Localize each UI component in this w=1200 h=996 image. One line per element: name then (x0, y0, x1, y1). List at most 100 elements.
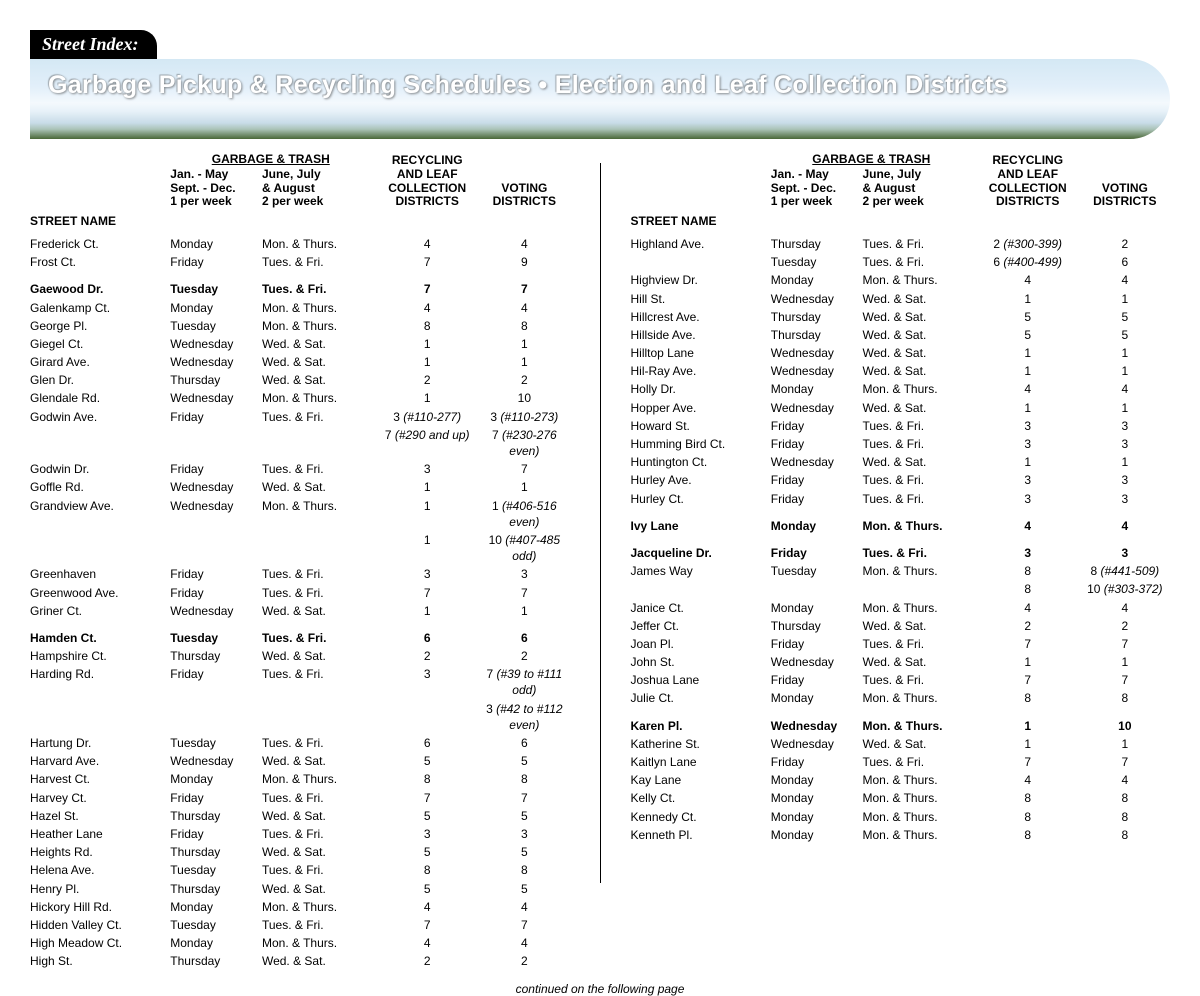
street-name-cell: James Way (631, 562, 771, 580)
table-row: Harvest Ct. Monday Mon. & Thurs. 8 8 (30, 770, 570, 788)
table-row: Hil-Ray Ave. Wednesday Wed. & Sat. 1 1 (631, 362, 1171, 380)
table-row: Kennedy Ct. Monday Mon. & Thurs. 8 8 (631, 808, 1171, 826)
garbage-2-cell: Wed. & Sat. (262, 478, 375, 496)
garbage-2-cell: Wed. & Sat. (262, 952, 375, 970)
garbage-2-cell: Mon. & Thurs. (262, 497, 375, 531)
garbage-2-cell: Mon. & Thurs. (262, 317, 375, 335)
garbage-2-cell: Tues. & Fri. (262, 584, 375, 602)
street-name-cell (30, 426, 170, 460)
table-row: Kelly Ct. Monday Mon. & Thurs. 8 8 (631, 789, 1171, 807)
table-row: Hazel St. Thursday Wed. & Sat. 5 5 (30, 807, 570, 825)
garbage-2-cell: Tues. & Fri. (262, 861, 375, 879)
table-row: Harvard Ave. Wednesday Wed. & Sat. 5 5 (30, 752, 570, 770)
recycling-district-cell: 1 (375, 602, 483, 620)
table-row: Highland Ave. Thursday Tues. & Fri. 2 (#… (631, 235, 1171, 253)
recycling-district-cell: 1 (375, 478, 483, 496)
table-row: Giegel Ct. Wednesday Wed. & Sat. 1 1 (30, 335, 570, 353)
street-name-cell: Kenneth Pl. (631, 826, 771, 844)
recycling-district-cell: 7 (375, 916, 483, 934)
recycling-district-cell: 4 (976, 271, 1084, 289)
garbage-1-cell: Monday (771, 789, 863, 807)
recycling-district-cell: 8 (976, 580, 1084, 598)
garbage-2-cell: Tues. & Fri. (862, 235, 975, 253)
voting-district-cell: 3 (#110-273) (483, 408, 569, 426)
garbage-1-cell: Friday (771, 635, 863, 653)
voting-district-cell: 7 (483, 271, 569, 298)
table-row: Huntington Ct. Wednesday Wed. & Sat. 1 1 (631, 453, 1171, 471)
voting-district-cell: 1 (#406-516 even) (483, 497, 569, 531)
garbage-1-cell: Friday (771, 417, 863, 435)
table-row: Greenwood Ave. Friday Tues. & Fri. 7 7 (30, 584, 570, 602)
garbage-2-cell: Mon. & Thurs. (862, 508, 975, 535)
street-name-cell: Hickory Hill Rd. (30, 898, 170, 916)
recycling-district-cell: 5 (976, 308, 1084, 326)
section-tab: Street Index: (30, 30, 157, 59)
schedule-table-left: GARBAGE & TRASH RECYCLINGAND LEAFCOLLECT… (30, 153, 570, 970)
voting-district-cell: 2 (483, 952, 569, 970)
garbage-1-cell: Wednesday (771, 362, 863, 380)
recycling-district-cell: 5 (375, 807, 483, 825)
garbage-2-cell: Mon. & Thurs. (262, 898, 375, 916)
street-name-cell: Karen Pl. (631, 708, 771, 735)
garbage-2-cell: Wed. & Sat. (862, 290, 975, 308)
recycling-district-cell: 6 (375, 620, 483, 647)
banner: Garbage Pickup & Recycling Schedules • E… (30, 59, 1170, 139)
voting-district-cell: 1 (1084, 653, 1170, 671)
street-name-cell: Heather Lane (30, 825, 170, 843)
voting-district-cell: 4 (483, 299, 569, 317)
table-row: Gaewood Dr. Tuesday Tues. & Fri. 7 7 (30, 271, 570, 298)
garbage-2-cell (262, 700, 375, 734)
voting-district-cell: 5 (483, 843, 569, 861)
street-name-cell: Girard Ave. (30, 353, 170, 371)
garbage-1-cell: Monday (771, 689, 863, 707)
column-divider (600, 163, 601, 883)
garbage-2-cell: Wed. & Sat. (862, 735, 975, 753)
voting-district-cell: 2 (1084, 617, 1170, 635)
voting-district-cell: 7 (1084, 753, 1170, 771)
street-name-cell: Greenwood Ave. (30, 584, 170, 602)
street-name-cell: Hilltop Lane (631, 344, 771, 362)
voting-district-cell: 5 (483, 880, 569, 898)
garbage-2-cell: Wed. & Sat. (862, 308, 975, 326)
garbage-2-cell: Mon. & Thurs. (262, 934, 375, 952)
street-name-cell: Hamden Ct. (30, 620, 170, 647)
table-row: Heights Rd. Thursday Wed. & Sat. 5 5 (30, 843, 570, 861)
table-row: High St. Thursday Wed. & Sat. 2 2 (30, 952, 570, 970)
table-body: Frederick Ct. Monday Mon. & Thurs. 4 4 F… (30, 235, 570, 971)
street-name-cell: Hillcrest Ave. (631, 308, 771, 326)
street-name-cell: Hurley Ave. (631, 471, 771, 489)
garbage-2-cell: Tues. & Fri. (862, 253, 975, 271)
recycling-district-cell: 4 (375, 299, 483, 317)
table-row: 7 (#290 and up) 7 (#230-276 even) (30, 426, 570, 460)
voting-district-cell: 1 (1084, 344, 1170, 362)
recycling-district-cell: 1 (976, 735, 1084, 753)
footer-continuation: continued on the following page (30, 982, 1170, 996)
street-name-cell: Glen Dr. (30, 371, 170, 389)
table-row: Howard St. Friday Tues. & Fri. 3 3 (631, 417, 1171, 435)
garbage-1-cell: Thursday (170, 371, 262, 389)
garbage-2-cell: Wed. & Sat. (862, 399, 975, 417)
voting-district-cell: 4 (1084, 380, 1170, 398)
garbage-2-cell: Tues. & Fri. (262, 734, 375, 752)
table-row: George Pl. Tuesday Mon. & Thurs. 8 8 (30, 317, 570, 335)
recycling-district-cell: 8 (375, 861, 483, 879)
garbage-1-cell: Friday (771, 490, 863, 508)
table-row: Girard Ave. Wednesday Wed. & Sat. 1 1 (30, 353, 570, 371)
voting-district-cell: 8 (1084, 808, 1170, 826)
recycling-district-cell: 1 (375, 335, 483, 353)
table-row: Glen Dr. Thursday Wed. & Sat. 2 2 (30, 371, 570, 389)
street-name-cell: Hillside Ave. (631, 326, 771, 344)
table-row: Kaitlyn Lane Friday Tues. & Fri. 7 7 (631, 753, 1171, 771)
recycling-district-cell: 1 (976, 344, 1084, 362)
voting-district-cell: 7 (483, 789, 569, 807)
garbage-2-cell: Mon. & Thurs. (862, 380, 975, 398)
street-name-cell: Hampshire Ct. (30, 647, 170, 665)
garbage-2-cell: Mon. & Thurs. (262, 770, 375, 788)
recycling-district-cell: 8 (375, 317, 483, 335)
table-row: Frost Ct. Friday Tues. & Fri. 7 9 (30, 253, 570, 271)
garbage-1-cell: Thursday (771, 235, 863, 253)
garbage-2-cell (262, 531, 375, 565)
garbage-1-cell: Friday (170, 789, 262, 807)
recycling-district-cell: 1 (976, 653, 1084, 671)
columns-container: GARBAGE & TRASH RECYCLINGAND LEAFCOLLECT… (30, 153, 1170, 970)
